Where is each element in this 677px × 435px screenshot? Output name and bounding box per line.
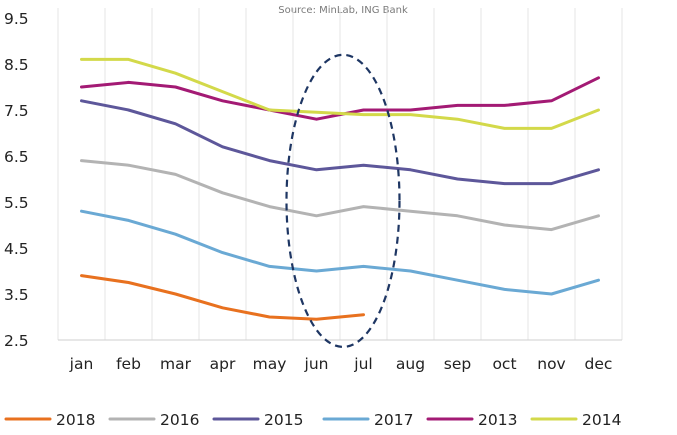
legend-label-2017: 2017	[374, 411, 413, 429]
x-tick-label-mar: mar	[160, 355, 192, 373]
y-tick-label: 5.5	[4, 194, 29, 212]
series-line-2017	[80, 209, 600, 296]
series-line-2016	[80, 159, 600, 232]
x-tick-label-sep: sep	[444, 355, 471, 373]
series-line-2018	[80, 274, 365, 321]
legend-label-2014: 2014	[582, 411, 621, 429]
legend-label-2015: 2015	[264, 411, 303, 429]
series-lines	[80, 57, 600, 321]
series-line-2014	[80, 57, 600, 130]
x-tick-label-dec: dec	[585, 355, 613, 373]
legend: 2018 2016 2015 2017 2013 2014	[4, 411, 621, 429]
dashed-ellipse-annotation	[285, 53, 401, 349]
y-tick-label: 2.5	[4, 332, 29, 350]
x-tick-label-apr: apr	[210, 355, 236, 373]
y-tick-label: 7.5	[4, 102, 29, 120]
series-line-2015	[80, 99, 600, 186]
x-tick-label-jan: jan	[69, 355, 94, 373]
y-tick-label: 3.5	[4, 286, 29, 304]
y-tick-label: 9.5	[4, 10, 29, 28]
legend-label-2016: 2016	[160, 411, 199, 429]
y-tick-label: 8.5	[4, 56, 29, 74]
x-tick-label-oct: oct	[492, 355, 516, 373]
grid	[57, 8, 623, 340]
x-tick-label-may: may	[253, 355, 287, 373]
y-tick-label: 4.5	[4, 240, 29, 258]
legend-label-2013: 2013	[478, 411, 517, 429]
x-tick-label-jun: jun	[304, 355, 329, 373]
chart-source: Source: MinLab, ING Bank	[278, 5, 408, 16]
x-tick-label-aug: aug	[396, 355, 425, 373]
y-tick-label: 6.5	[4, 148, 29, 166]
x-tick-label-feb: feb	[116, 355, 141, 373]
annotation	[285, 53, 401, 349]
x-tick-label-jul: jul	[353, 355, 372, 373]
x-tick-label-nov: nov	[537, 355, 565, 373]
legend-label-2018: 2018	[56, 411, 95, 429]
